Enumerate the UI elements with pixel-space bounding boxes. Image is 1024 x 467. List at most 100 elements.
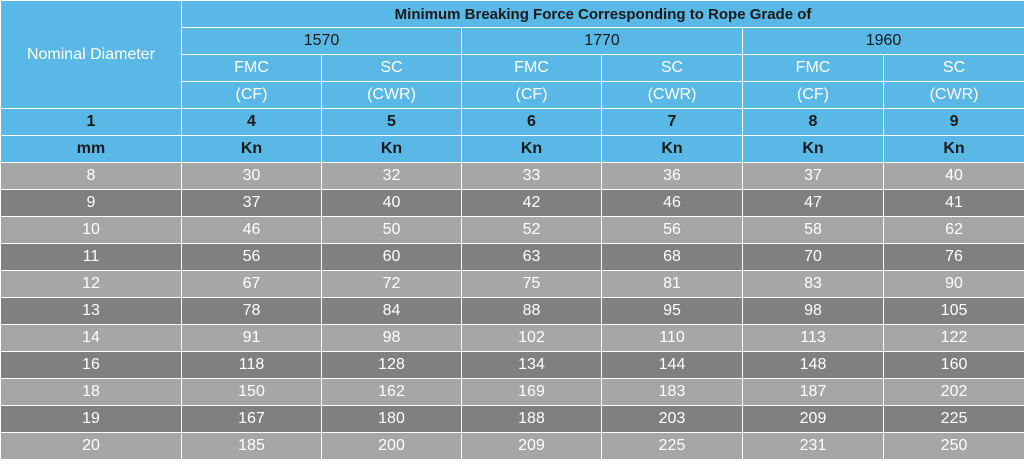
diameter-cell: 13	[0, 297, 182, 325]
force-cell: 169	[461, 378, 602, 406]
type-code-header: (CWR)	[321, 81, 462, 109]
force-cell: 134	[461, 351, 602, 379]
force-cell: 148	[742, 351, 884, 379]
force-cell: 40	[882, 162, 1024, 190]
grade-header: 1570	[181, 27, 462, 55]
force-cell: 160	[882, 351, 1024, 379]
force-cell: 122	[882, 324, 1024, 352]
nominal-diameter-header: Nominal Diameter	[0, 0, 182, 109]
table-row: 14 91 98 102 110 113 122	[0, 324, 1024, 352]
force-cell: 37	[742, 162, 884, 190]
force-cell: 231	[742, 432, 884, 460]
type-header: FMC	[461, 54, 602, 82]
table-row: 8 30 32 33 36 37 40	[0, 162, 1024, 190]
table-body: 8 30 32 33 36 37 40 9 37 40 42 46 47 41 10 46 50 52 56 58 62…	[0, 162, 1024, 460]
column-number: 8	[742, 108, 884, 136]
force-cell: 81	[601, 270, 743, 298]
force-cell: 209	[742, 405, 884, 433]
force-cell: 105	[882, 297, 1024, 325]
force-cell: 113	[742, 324, 884, 352]
force-cell: 40	[321, 189, 462, 217]
force-cell: 180	[321, 405, 462, 433]
type-header: FMC	[181, 54, 322, 82]
force-cell: 76	[882, 243, 1024, 271]
force-cell: 84	[321, 297, 462, 325]
type-code-header: (CWR)	[882, 81, 1024, 109]
column-number: 5	[321, 108, 462, 136]
diameter-cell: 8	[0, 162, 182, 190]
force-cell: 102	[461, 324, 602, 352]
force-cell: 144	[601, 351, 743, 379]
diameter-cell: 12	[0, 270, 182, 298]
column-number: 9	[882, 108, 1024, 136]
table-row: 19 167 180 188 203 209 225	[0, 405, 1024, 433]
unit-header: Kn	[742, 135, 884, 163]
force-cell: 52	[461, 216, 602, 244]
force-cell: 188	[461, 405, 602, 433]
force-cell: 90	[882, 270, 1024, 298]
force-cell: 95	[601, 297, 743, 325]
column-number: 6	[461, 108, 602, 136]
column-number: 1	[0, 108, 182, 136]
force-cell: 225	[882, 405, 1024, 433]
force-cell: 225	[601, 432, 743, 460]
diameter-cell: 19	[0, 405, 182, 433]
diameter-cell: 9	[0, 189, 182, 217]
force-cell: 37	[181, 189, 322, 217]
force-cell: 72	[321, 270, 462, 298]
column-number: 4	[181, 108, 322, 136]
table-row: 16 118 128 134 144 148 160	[0, 351, 1024, 379]
unit-header: Kn	[181, 135, 322, 163]
diameter-cell: 10	[0, 216, 182, 244]
force-cell: 46	[601, 189, 743, 217]
force-cell: 91	[181, 324, 322, 352]
column-number: 7	[601, 108, 743, 136]
unit-header: Kn	[461, 135, 602, 163]
table-row: 9 37 40 42 46 47 41	[0, 189, 1024, 217]
force-cell: 78	[181, 297, 322, 325]
force-cell: 56	[601, 216, 743, 244]
diameter-cell: 20	[0, 432, 182, 460]
type-header: SC	[882, 54, 1024, 82]
force-cell: 128	[321, 351, 462, 379]
force-cell: 67	[181, 270, 322, 298]
force-cell: 62	[882, 216, 1024, 244]
unit-header: Kn	[882, 135, 1024, 163]
diameter-cell: 14	[0, 324, 182, 352]
force-cell: 50	[321, 216, 462, 244]
force-cell: 33	[461, 162, 602, 190]
diameter-cell: 16	[0, 351, 182, 379]
force-cell: 30	[181, 162, 322, 190]
type-code-header: (CF)	[742, 81, 884, 109]
force-cell: 41	[882, 189, 1024, 217]
force-cell: 58	[742, 216, 884, 244]
force-cell: 183	[601, 378, 743, 406]
type-code-header: (CF)	[181, 81, 322, 109]
force-cell: 250	[882, 432, 1024, 460]
force-cell: 56	[181, 243, 322, 271]
force-cell: 150	[181, 378, 322, 406]
force-cell: 47	[742, 189, 884, 217]
force-cell: 75	[461, 270, 602, 298]
force-cell: 167	[181, 405, 322, 433]
force-cell: 98	[321, 324, 462, 352]
force-cell: 42	[461, 189, 602, 217]
table-row: 11 56 60 63 68 70 76	[0, 243, 1024, 271]
unit-header: Kn	[321, 135, 462, 163]
force-cell: 187	[742, 378, 884, 406]
table-row: 18 150 162 169 183 187 202	[0, 378, 1024, 406]
diameter-cell: 11	[0, 243, 182, 271]
force-cell: 203	[601, 405, 743, 433]
force-cell: 88	[461, 297, 602, 325]
force-cell: 110	[601, 324, 743, 352]
table-title: Minimum Breaking Force Corresponding to …	[180, 0, 1024, 28]
force-cell: 209	[461, 432, 602, 460]
force-cell: 162	[321, 378, 462, 406]
type-header: SC	[601, 54, 743, 82]
type-code-header: (CWR)	[601, 81, 743, 109]
type-code-header: (CF)	[461, 81, 602, 109]
unit-header: Kn	[601, 135, 743, 163]
force-cell: 70	[742, 243, 884, 271]
table-row: 10 46 50 52 56 58 62	[0, 216, 1024, 244]
